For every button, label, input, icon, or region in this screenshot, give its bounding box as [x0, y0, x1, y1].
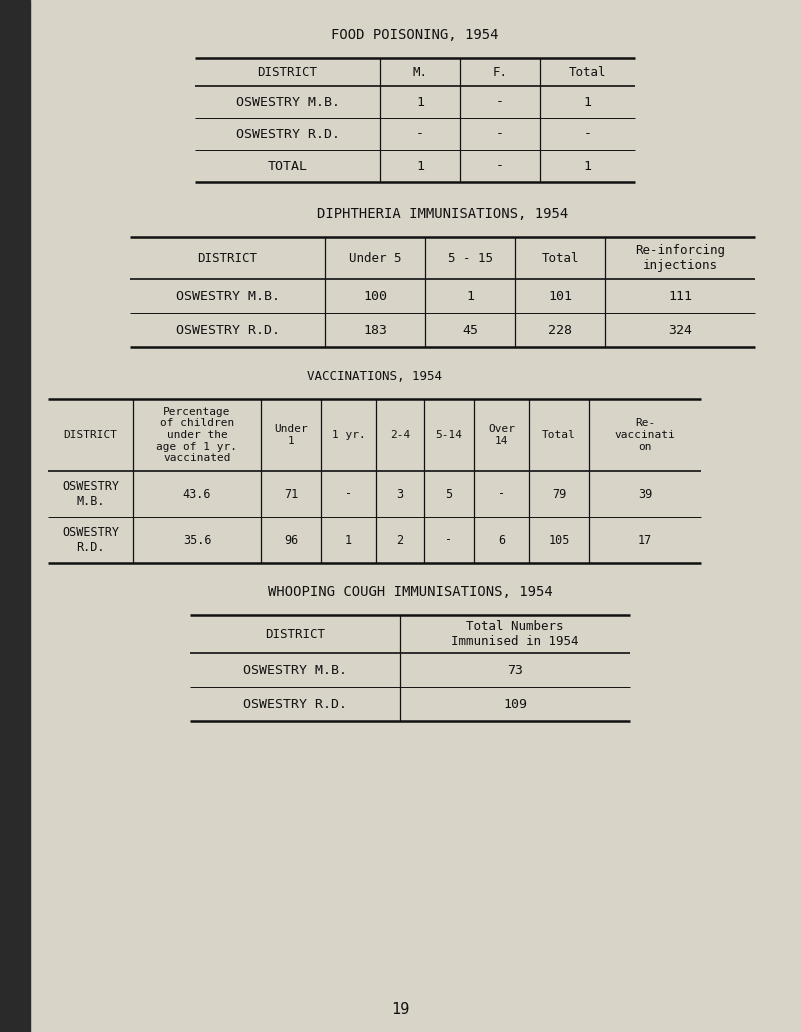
Text: 19: 19	[391, 1002, 409, 1018]
Text: 1: 1	[416, 96, 424, 108]
Text: OSWESTRY M.B.: OSWESTRY M.B.	[243, 664, 347, 677]
Text: -: -	[496, 160, 504, 172]
Text: Re-inforcing
injections: Re-inforcing injections	[635, 244, 725, 272]
Text: OSWESTRY R.D.: OSWESTRY R.D.	[243, 698, 347, 710]
Text: 5 - 15: 5 - 15	[448, 252, 493, 264]
Text: DISTRICT: DISTRICT	[198, 252, 257, 264]
Text: Under
1: Under 1	[274, 424, 308, 446]
Text: 1 yr.: 1 yr.	[332, 430, 365, 440]
Text: WHOOPING COUGH IMMUNISATIONS, 1954: WHOOPING COUGH IMMUNISATIONS, 1954	[268, 585, 553, 599]
Text: 5-14: 5-14	[436, 430, 462, 440]
Text: OSWESTRY M.B.: OSWESTRY M.B.	[175, 290, 280, 302]
Text: 1: 1	[466, 290, 474, 302]
Text: F.: F.	[493, 65, 508, 78]
Text: Over
14: Over 14	[488, 424, 515, 446]
Text: OSWESTRY
R.D.: OSWESTRY R.D.	[62, 526, 119, 554]
Text: 45: 45	[462, 323, 478, 336]
Text: Total: Total	[542, 430, 576, 440]
Text: 39: 39	[638, 487, 652, 501]
Text: OSWESTRY R.D.: OSWESTRY R.D.	[175, 323, 280, 336]
Text: 105: 105	[549, 534, 570, 547]
Text: -: -	[445, 534, 453, 547]
Text: 100: 100	[363, 290, 387, 302]
Text: 101: 101	[548, 290, 572, 302]
Text: 96: 96	[284, 534, 298, 547]
Text: -: -	[583, 128, 591, 140]
Text: 2-4: 2-4	[390, 430, 410, 440]
Text: TOTAL: TOTAL	[268, 160, 308, 172]
Text: OSWESTRY
M.B.: OSWESTRY M.B.	[62, 480, 119, 508]
Text: 109: 109	[503, 698, 527, 710]
Text: Total: Total	[541, 252, 579, 264]
Text: DISTRICT: DISTRICT	[257, 65, 317, 78]
Text: DISTRICT: DISTRICT	[265, 627, 325, 641]
Text: 3: 3	[396, 487, 404, 501]
Text: DIPHTHERIA IMMUNISATIONS, 1954: DIPHTHERIA IMMUNISATIONS, 1954	[317, 207, 568, 221]
Text: VACCINATIONS, 1954: VACCINATIONS, 1954	[307, 370, 442, 383]
Text: Under 5: Under 5	[348, 252, 401, 264]
Text: Total: Total	[569, 65, 606, 78]
Text: 79: 79	[552, 487, 566, 501]
Text: 1: 1	[416, 160, 424, 172]
Text: 1: 1	[345, 534, 352, 547]
Text: 5: 5	[445, 487, 453, 501]
Text: M.: M.	[413, 65, 428, 78]
Text: 228: 228	[548, 323, 572, 336]
Text: -: -	[416, 128, 424, 140]
Text: Percentage
of children
under the
age of 1 yr.
vaccinated: Percentage of children under the age of …	[156, 407, 238, 463]
Text: OSWESTRY R.D.: OSWESTRY R.D.	[235, 128, 340, 140]
Text: DISTRICT: DISTRICT	[63, 430, 118, 440]
Text: 17: 17	[638, 534, 652, 547]
Text: -: -	[345, 487, 352, 501]
Text: 324: 324	[668, 323, 692, 336]
Bar	[0, 0, 30, 1032]
Text: 2: 2	[396, 534, 404, 547]
Text: -: -	[496, 128, 504, 140]
Text: 43.6: 43.6	[183, 487, 211, 501]
Text: -: -	[496, 96, 504, 108]
Text: 6: 6	[498, 534, 505, 547]
Text: 71: 71	[284, 487, 298, 501]
Text: Re-
vaccinati
on: Re- vaccinati on	[614, 418, 675, 452]
Text: 35.6: 35.6	[183, 534, 211, 547]
Text: -: -	[498, 487, 505, 501]
Text: 1: 1	[583, 96, 591, 108]
Text: 183: 183	[363, 323, 387, 336]
Text: Total Numbers
Immunised in 1954: Total Numbers Immunised in 1954	[451, 620, 579, 648]
Text: OSWESTRY M.B.: OSWESTRY M.B.	[235, 96, 340, 108]
Text: FOOD POISONING, 1954: FOOD POISONING, 1954	[332, 28, 499, 42]
Text: 1: 1	[583, 160, 591, 172]
Text: 73: 73	[507, 664, 523, 677]
Text: 111: 111	[668, 290, 692, 302]
